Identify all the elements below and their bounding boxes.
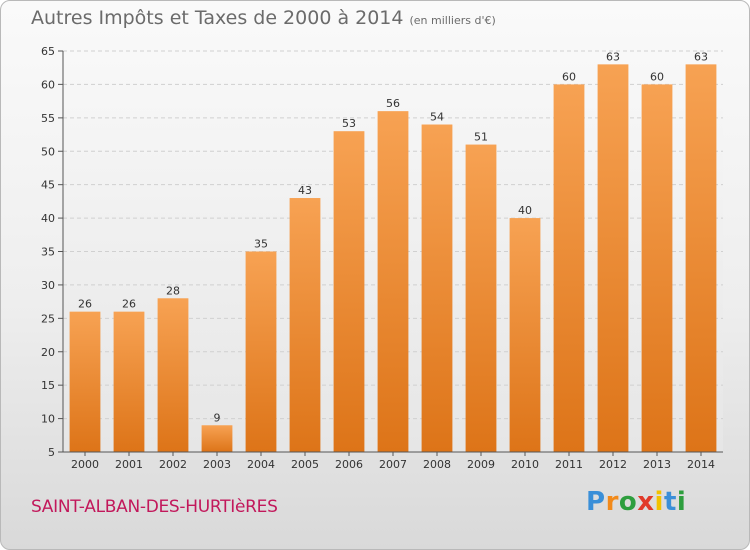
logo-letter: i [654,487,664,517]
bar [641,84,673,453]
data-label: 26 [122,298,136,311]
chart-unit: (en milliers d'€) [409,14,496,27]
y-tick-label: 60 [41,78,55,91]
data-label: 35 [254,238,268,251]
bar [685,64,717,452]
x-tick-label: 2007 [379,458,407,471]
bar [113,311,145,452]
x-tick-label: 2011 [555,458,583,471]
data-label: 56 [386,97,400,110]
data-label: 9 [214,411,221,424]
bar [421,124,453,453]
bar [465,144,497,453]
data-label: 43 [298,184,312,197]
bar [157,298,189,452]
x-tick-label: 2005 [291,458,319,471]
x-tick-label: 2012 [599,458,627,471]
logo-letter: i [676,487,687,517]
data-label: 60 [650,70,664,83]
data-label: 28 [166,284,180,297]
commune-name: SAINT-ALBAN-DES-HURTIèRES [31,497,278,517]
chart-title-text: Autres Impôts et Taxes de 2000 à 2014 [31,7,404,29]
y-tick-label: 65 [41,45,55,58]
bar [377,111,409,453]
x-tick-label: 2013 [643,458,671,471]
data-label: 63 [606,50,620,63]
data-label: 54 [430,111,444,124]
data-label: 60 [562,70,576,83]
x-tick-label: 2014 [687,458,715,471]
y-tick-label: 25 [41,312,55,325]
logo-letter: r [605,487,619,517]
y-tick-label: 35 [41,246,55,259]
x-tick-label: 2001 [115,458,143,471]
x-tick-label: 2003 [203,458,231,471]
x-tick-label: 2010 [511,458,539,471]
y-tick-label: 50 [41,145,55,158]
x-tick-label: 2004 [247,458,275,471]
y-tick-label: 20 [41,346,55,359]
y-tick-label: 55 [41,112,55,125]
logo-letter: P [586,487,606,517]
y-tick-label: 10 [41,413,55,426]
x-tick-label: 2009 [467,458,495,471]
y-tick-label: 40 [41,212,55,225]
proxiti-logo: Proxiti [586,487,686,517]
data-label: 63 [694,50,708,63]
y-tick-label: 45 [41,179,55,192]
y-tick-label: 5 [48,446,55,459]
logo-letter: o [618,487,638,517]
bar [553,84,585,453]
bars: 26 26 28 9 35 43 53 56 54 51 40 60 63 60 63 [69,50,717,453]
bar [597,64,629,452]
x-tick-label: 2006 [335,458,363,471]
x-axis: 2000 2001 2002 2003 2004 2005 2006 2007 2008 2009… [63,451,723,471]
x-tick-label: 2000 [71,458,99,471]
bar [333,131,365,452]
data-label: 51 [474,131,488,144]
y-tick-label: 15 [41,379,55,392]
logo-letter: t [663,487,677,517]
data-label: 26 [78,298,92,311]
bar [289,198,321,452]
bar [509,218,541,452]
data-label: 40 [518,204,532,217]
bar [69,311,101,452]
chart-title: Autres Impôts et Taxes de 2000 à 2014 (en… [31,7,496,29]
logo-letter: x [637,487,655,517]
data-label: 53 [342,117,356,130]
bar [201,425,233,452]
y-tick-label: 30 [41,279,55,292]
y-axis: 5 10 15 20 25 30 35 40 45 50 55 60 65 [41,45,64,459]
x-tick-label: 2008 [423,458,451,471]
bar [245,251,277,452]
x-tick-label: 2002 [159,458,187,471]
